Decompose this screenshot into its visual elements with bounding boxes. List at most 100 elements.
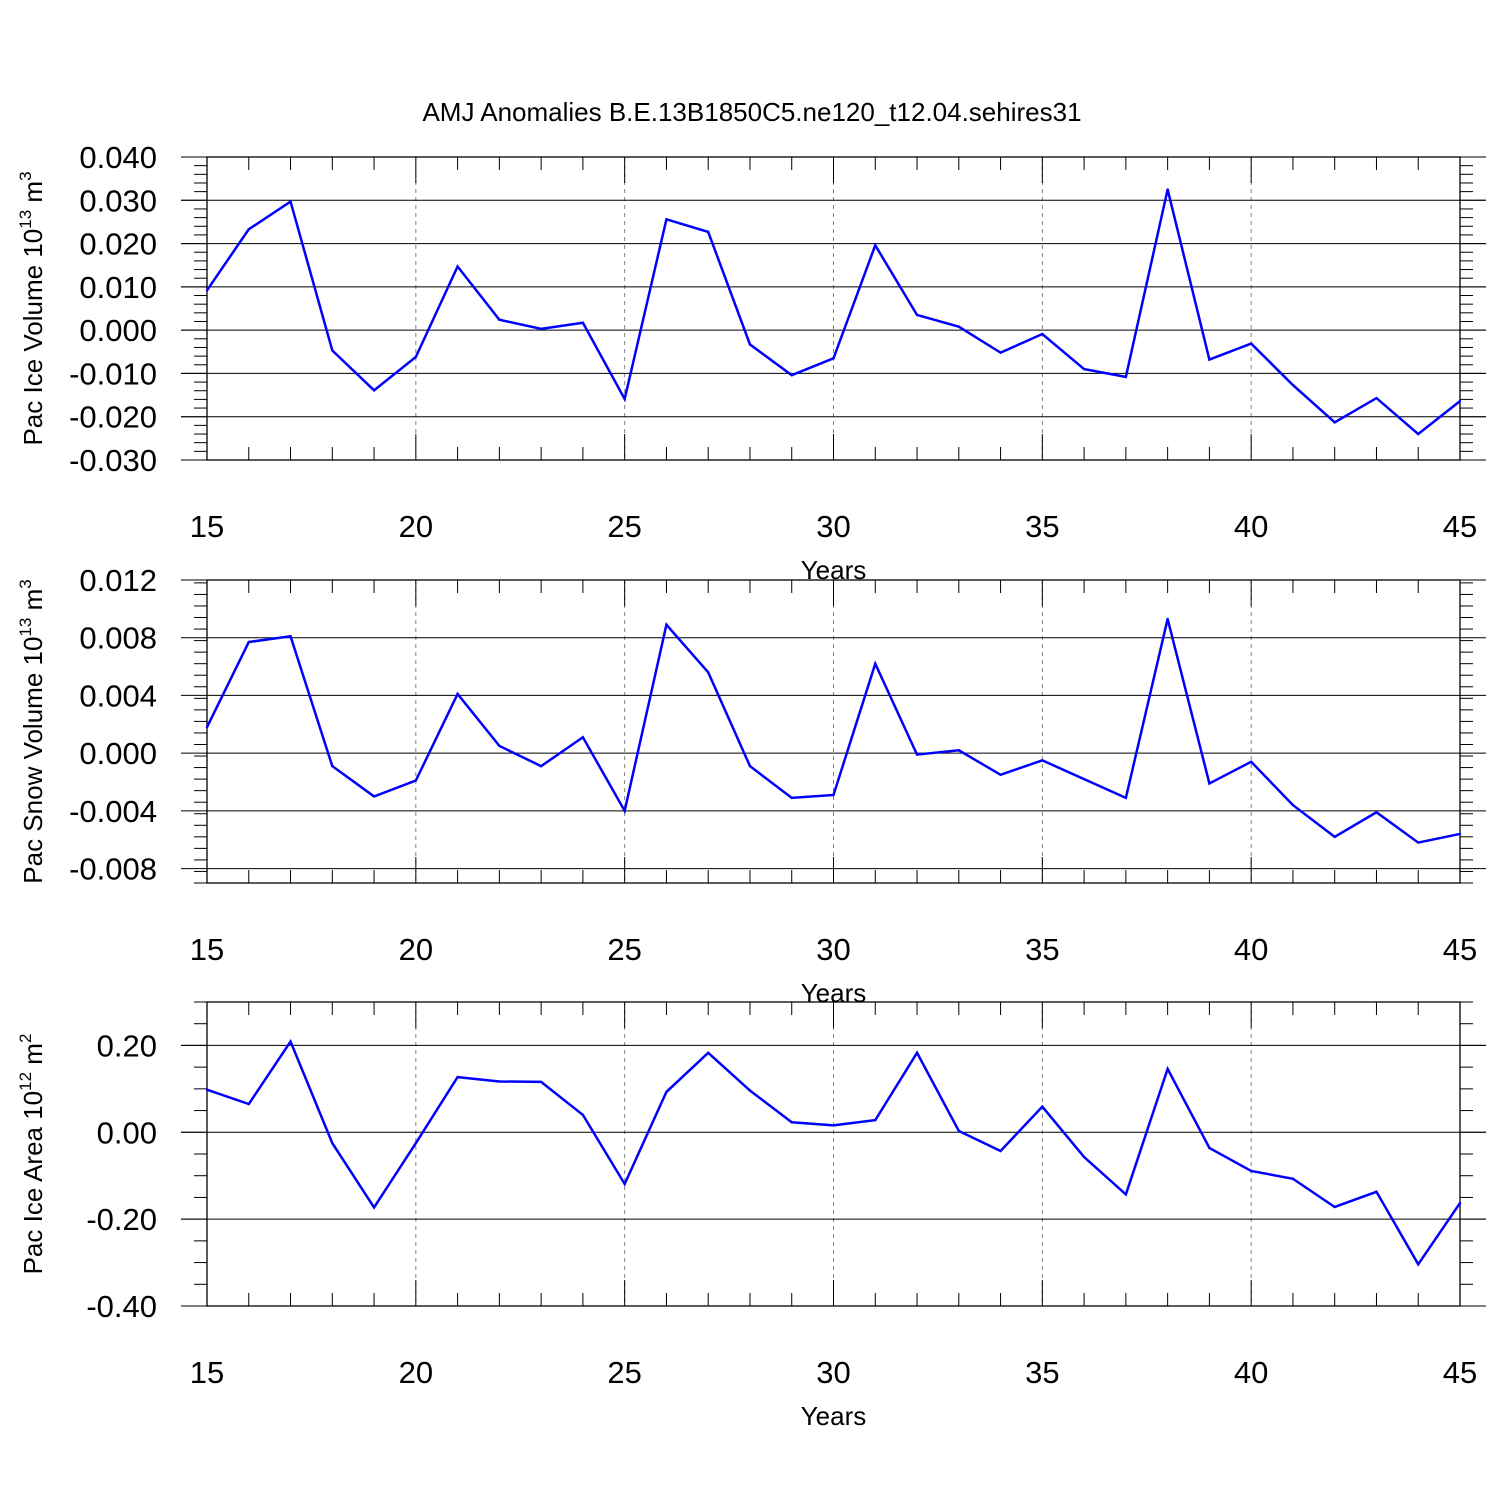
data-point (289, 1040, 292, 1043)
x-tick-label: 15 (190, 509, 224, 544)
data-point (623, 1182, 626, 1186)
y-tick-label: -0.010 (69, 356, 157, 391)
data-point (1333, 835, 1336, 839)
data-point (665, 218, 668, 221)
data-point (414, 355, 418, 359)
data-point (874, 1118, 877, 1122)
x-tick-label: 40 (1234, 932, 1268, 967)
data-point (707, 1051, 710, 1055)
y-axis-title-part: Pac Ice Area 10 (18, 1091, 48, 1275)
data-point (957, 749, 960, 752)
x-tick-label: 25 (607, 932, 641, 967)
y-tick-label: -0.008 (69, 852, 157, 887)
data-point (1291, 1177, 1295, 1180)
y-tick-label: 0.040 (79, 140, 157, 175)
x-tick-label: 25 (607, 1355, 641, 1390)
data-point (999, 773, 1002, 776)
data-point (1375, 1190, 1378, 1193)
data-point (832, 357, 835, 360)
data-point (790, 796, 793, 800)
data-point (456, 1075, 459, 1079)
data-point (623, 397, 626, 401)
x-tick-label: 15 (190, 1355, 224, 1390)
data-point (1041, 332, 1044, 336)
data-point (289, 200, 292, 203)
data-point (456, 692, 459, 696)
x-tick-label: 30 (816, 932, 850, 967)
data-point (915, 753, 919, 756)
data-point (790, 1121, 793, 1124)
chart-panel-snow-volume: -0.008 -0.004 0.000 0.004 0.008 0.012 15 20 25 30… (16, 563, 1486, 1008)
x-tick-label: 35 (1025, 509, 1059, 544)
data-point (1458, 1201, 1462, 1205)
x-tick-label: 30 (816, 509, 850, 544)
data-point (498, 318, 501, 321)
data-point (790, 373, 793, 377)
data-point (665, 623, 668, 626)
data-point (581, 736, 585, 739)
data-point (1417, 841, 1420, 844)
data-point (1249, 760, 1253, 763)
data-point (1458, 832, 1462, 836)
data-point (247, 1102, 250, 1106)
data-point (1082, 1155, 1086, 1159)
y-tick-label: 0.008 (79, 621, 157, 656)
data-point (414, 779, 418, 782)
data-point (832, 1124, 835, 1127)
x-tick-label: 40 (1234, 1355, 1268, 1390)
y-tick-label: -0.40 (86, 1289, 157, 1324)
data-point (539, 327, 543, 331)
y-tick-label: 0.010 (79, 270, 157, 305)
y-axis-title-part: 3 (16, 171, 35, 180)
y-axis-title-part: Pac Ice Volume 10 (18, 229, 48, 446)
y-axis-title-part: 12 (16, 1072, 35, 1091)
data-point (832, 793, 835, 797)
data-point (498, 1080, 501, 1083)
x-tick-label: 35 (1025, 932, 1059, 967)
data-point (1291, 803, 1295, 807)
x-tick-label: 45 (1443, 509, 1477, 544)
y-tick-label: 0.012 (79, 563, 157, 598)
x-tick-label: 30 (816, 1355, 850, 1390)
y-axis-title-part: 13 (16, 210, 35, 229)
x-tick-label: 40 (1234, 509, 1268, 544)
y-axis-title-part: 3 (16, 579, 35, 588)
y-axis-title-part: m (18, 589, 48, 618)
data-point (581, 1113, 585, 1117)
x-tick-label: 20 (399, 509, 433, 544)
data-point (1417, 432, 1420, 436)
data-point (1124, 796, 1128, 800)
y-axis-title-part: m (18, 1043, 48, 1072)
y-axis-title-part: Pac Snow Volume 10 (18, 637, 48, 884)
y-axis-title: Pac Ice Volume 1013 m3 (16, 171, 48, 445)
data-point (999, 1149, 1002, 1153)
data-point (205, 1088, 209, 1091)
x-tick-label: 25 (607, 509, 641, 544)
data-point (915, 313, 919, 317)
data-point (623, 809, 626, 813)
data-point (331, 1141, 334, 1145)
data-point (1166, 617, 1169, 621)
data-point (331, 349, 334, 352)
y-tick-label: 0.004 (79, 678, 157, 713)
data-point (1208, 782, 1211, 785)
y-tick-label: 0.000 (79, 736, 157, 771)
data-point (957, 1129, 960, 1133)
data-point (456, 265, 459, 268)
data-point (414, 1141, 418, 1145)
y-tick-label: 0.000 (79, 313, 157, 348)
data-point (1458, 399, 1462, 403)
y-tick-label: 0.00 (97, 1115, 157, 1150)
x-tick-label: 35 (1025, 1355, 1059, 1390)
data-point (205, 289, 209, 292)
data-point (1041, 759, 1044, 762)
data-point (1249, 342, 1253, 345)
data-point (372, 389, 376, 392)
data-point (205, 725, 209, 729)
x-axis-title: Years (801, 1401, 867, 1431)
x-tick-label: 45 (1443, 932, 1477, 967)
x-tick-label: 20 (399, 1355, 433, 1390)
data-point (1208, 358, 1211, 361)
data-point (707, 671, 710, 674)
